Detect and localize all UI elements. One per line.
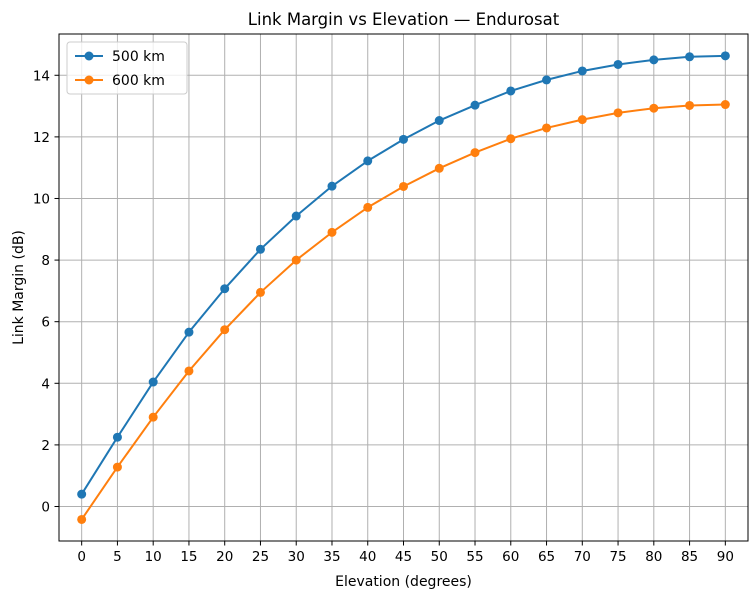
data-point <box>506 134 516 144</box>
grid <box>59 34 748 541</box>
x-tick-label: 75 <box>609 549 626 565</box>
data-point <box>220 325 230 335</box>
y-tick-label: 10 <box>33 191 50 207</box>
data-point <box>649 103 659 113</box>
data-point <box>291 211 301 221</box>
data-point <box>542 75 552 85</box>
x-tick-label: 25 <box>252 549 269 565</box>
data-point <box>77 489 87 499</box>
data-point <box>685 52 695 62</box>
y-axis-label: Link Margin (dB) <box>11 230 27 345</box>
x-tick-label: 65 <box>538 549 555 565</box>
data-point <box>291 255 301 265</box>
data-point <box>363 156 373 166</box>
y-tick-label: 6 <box>41 315 50 331</box>
data-point <box>399 181 408 191</box>
data-point <box>184 327 194 337</box>
data-point <box>470 100 480 110</box>
data-point <box>112 462 122 472</box>
data-point <box>255 244 265 254</box>
x-tick-label: 50 <box>431 549 448 565</box>
data-point <box>112 432 122 442</box>
data-point <box>434 116 444 126</box>
x-tick-label: 15 <box>180 549 197 565</box>
data-point <box>577 115 587 125</box>
series-0 <box>77 51 730 499</box>
data-point <box>720 100 730 110</box>
data-point <box>327 181 337 191</box>
data-point <box>720 51 730 61</box>
data-point <box>506 86 516 96</box>
data-point <box>470 148 480 158</box>
legend-item: 500 km <box>75 49 165 65</box>
x-tick-label: 20 <box>216 549 233 565</box>
legend-item: 600 km <box>75 73 165 89</box>
x-axis-ticks: 0 5 10 15 20 25 30 35 40 45 50 55 60 65 70 75 80 85 90 <box>77 541 734 565</box>
data-point <box>434 163 444 173</box>
x-axis-label: Elevation (degrees) <box>335 574 472 590</box>
data-point <box>327 227 337 237</box>
data-point <box>399 134 408 144</box>
x-tick-label: 85 <box>681 549 698 565</box>
x-tick-label: 35 <box>323 549 340 565</box>
x-tick-label: 55 <box>466 549 483 565</box>
data-point <box>184 366 194 376</box>
x-tick-label: 10 <box>145 549 162 565</box>
y-tick-label: 2 <box>41 438 50 454</box>
y-axis-ticks: 0 2 4 6 8 10 12 14 <box>33 68 59 516</box>
data-point <box>685 100 695 110</box>
legend-swatch-marker <box>84 51 94 61</box>
y-tick-label: 8 <box>41 253 50 269</box>
legend: 500 km 600 km <box>66 41 188 95</box>
legend-swatch-marker <box>84 75 94 85</box>
x-tick-label: 60 <box>502 549 519 565</box>
data-point <box>148 412 158 422</box>
y-tick-label: 14 <box>33 68 50 84</box>
y-tick-label: 0 <box>41 500 50 516</box>
legend-label: 500 km <box>112 49 165 65</box>
x-tick-label: 30 <box>288 549 305 565</box>
x-tick-label: 0 <box>77 549 86 565</box>
data-point <box>649 55 659 65</box>
data-point <box>577 66 587 76</box>
y-tick-label: 12 <box>33 130 50 146</box>
data-point <box>363 202 373 212</box>
x-tick-label: 5 <box>113 549 122 565</box>
data-point <box>255 287 265 297</box>
series-1 <box>77 100 730 524</box>
y-tick-label: 4 <box>41 376 50 392</box>
data-point <box>148 377 158 387</box>
x-tick-label: 70 <box>574 549 591 565</box>
data-point <box>77 514 87 524</box>
x-tick-label: 90 <box>717 549 734 565</box>
legend-label: 600 km <box>112 73 165 89</box>
data-point <box>613 59 623 69</box>
x-tick-label: 45 <box>395 549 412 565</box>
series-layer <box>77 51 730 524</box>
data-point <box>542 123 552 133</box>
chart-title: Link Margin vs Elevation — Endurosat <box>248 10 560 29</box>
x-tick-label: 40 <box>359 549 376 565</box>
x-tick-label: 80 <box>645 549 662 565</box>
data-point <box>613 108 623 118</box>
data-point <box>220 284 230 294</box>
